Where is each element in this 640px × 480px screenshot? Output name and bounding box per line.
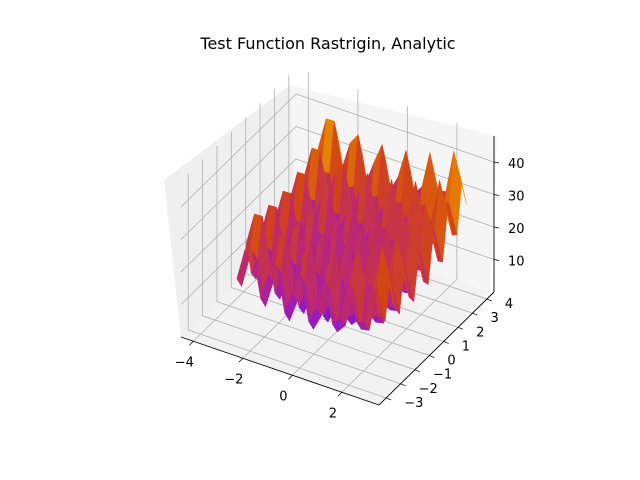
z-tick-label: 30 xyxy=(508,190,525,205)
chart-title: Test Function Rastrigin, Analytic xyxy=(199,34,455,53)
y-tick-label: −1 xyxy=(433,368,452,383)
y-tick-label: 1 xyxy=(462,339,470,354)
surface-face xyxy=(372,281,386,322)
z-tick-label: 40 xyxy=(508,157,525,172)
y-tick-mark xyxy=(443,341,449,344)
z-tick-mark xyxy=(493,161,500,164)
x-tick-label: −2 xyxy=(224,372,243,387)
grid-line-y xyxy=(202,159,401,385)
x-tick-mark xyxy=(238,357,244,363)
y-tick-label: 2 xyxy=(476,325,484,340)
y-tick-label: −3 xyxy=(404,396,423,411)
y-tick-mark xyxy=(472,312,478,316)
surface-plot xyxy=(236,118,467,333)
z-tick-mark xyxy=(493,194,500,196)
y-tick-mark xyxy=(429,355,435,358)
y-tick-mark xyxy=(400,383,406,387)
grid-line-y xyxy=(216,145,416,371)
x-tick-mark xyxy=(189,340,194,346)
x-tick-label: 0 xyxy=(279,389,287,404)
x-tick-label: 2 xyxy=(329,406,337,421)
y-tick-mark xyxy=(414,369,421,373)
y-tick-label: 3 xyxy=(490,311,498,326)
x-tick-mark xyxy=(337,391,343,397)
z-tick-label: 10 xyxy=(508,255,525,270)
y-tick-label: 4 xyxy=(505,297,513,312)
y-tick-label: −2 xyxy=(419,382,438,397)
y-tick-mark xyxy=(386,397,392,401)
z-tick-label: 20 xyxy=(508,222,525,237)
back-pane xyxy=(164,85,296,337)
y-tick-mark xyxy=(486,298,492,302)
z-tick-mark xyxy=(493,259,500,261)
grid-line-y xyxy=(187,173,387,399)
y-tick-label: 0 xyxy=(447,354,455,369)
x-tick-label: −4 xyxy=(175,355,194,370)
grid-line-z xyxy=(180,93,495,208)
z-tick-mark xyxy=(493,226,500,229)
y-tick-mark xyxy=(457,326,464,330)
x-axis-line xyxy=(180,336,380,406)
x-tick-mark xyxy=(288,374,293,380)
grid-line-y xyxy=(230,131,430,356)
y-axis-line xyxy=(378,291,495,406)
